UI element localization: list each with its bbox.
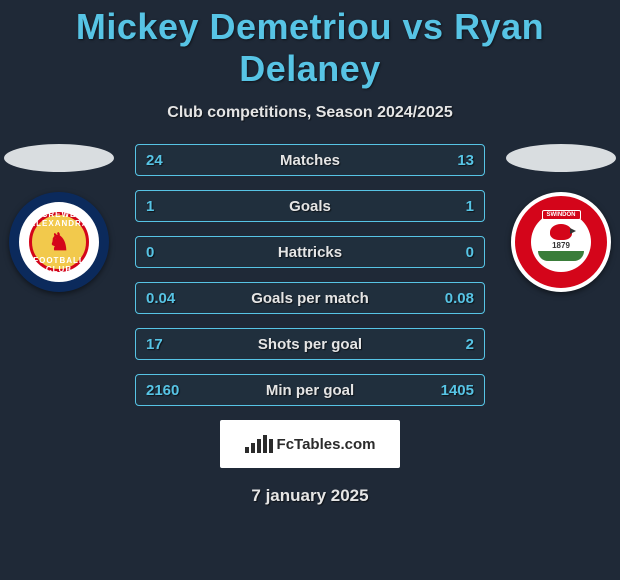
stat-left-value: 2160 [146,382,188,399]
branding-bar [245,447,249,453]
club-right-inner: 1879 [531,212,591,272]
page-title: Mickey Demetriou vs Ryan Delaney [0,0,620,90]
stat-label: Matches [280,152,340,169]
robin-icon [550,224,572,240]
branding-text: FcTables.com [277,436,376,453]
stat-row: 0.04 Goals per match 0.08 [135,282,485,314]
stat-right-value: 13 [432,152,474,169]
club-right-year: 1879 [552,241,570,250]
stat-right-value: 1 [432,198,474,215]
subtitle: Club competitions, Season 2024/2025 [0,104,620,122]
stat-label: Goals [289,198,331,215]
stat-label: Goals per match [251,290,369,307]
club-right-green [538,251,584,261]
stat-row: 24 Matches 13 [135,144,485,176]
stat-row: 2160 Min per goal 1405 [135,374,485,406]
player-left-slot: CREWE ALEXANDRA ♞ FOOTBALL CLUB [4,144,114,292]
stat-left-value: 17 [146,336,188,353]
stat-right-value: 2 [432,336,474,353]
stat-label: Hattricks [278,244,342,261]
branding-bars-icon [245,435,273,453]
stat-left-value: 1 [146,198,188,215]
stat-label: Shots per goal [258,336,362,353]
branding-bar [251,443,255,453]
lion-icon: ♞ [48,228,70,257]
stats-table: 24 Matches 13 1 Goals 1 0 Hattricks 0 0.04 Goals p… [135,144,485,406]
club-left-text-bottom: FOOTBALL CLUB [19,256,99,274]
stat-left-value: 24 [146,152,188,169]
stat-left-value: 0 [146,244,188,261]
stat-row: 1 Goals 1 [135,190,485,222]
stat-right-value: 0 [432,244,474,261]
stat-left-value: 0.04 [146,290,188,307]
player-right-avatar [506,144,616,172]
club-badge-left: CREWE ALEXANDRA ♞ FOOTBALL CLUB [9,192,109,292]
player-right-slot: SWINDON 1879 [506,144,616,292]
club-right-banner: SWINDON [542,210,581,220]
player-left-avatar [4,144,114,172]
stat-right-value: 1405 [432,382,474,399]
date-label: 7 january 2025 [0,486,620,506]
branding-bar [263,435,267,453]
stat-row: 0 Hattricks 0 [135,236,485,268]
club-badge-right: SWINDON 1879 [511,192,611,292]
branding-bar [269,439,273,453]
stat-row: 17 Shots per goal 2 [135,328,485,360]
branding-bar [257,439,261,453]
stat-label: Min per goal [266,382,354,399]
branding-badge: FcTables.com [220,420,400,468]
club-left-text-top: CREWE ALEXANDRA [19,210,99,228]
stat-right-value: 0.08 [432,290,474,307]
comparison-arena: CREWE ALEXANDRA ♞ FOOTBALL CLUB SWINDON … [0,144,620,406]
